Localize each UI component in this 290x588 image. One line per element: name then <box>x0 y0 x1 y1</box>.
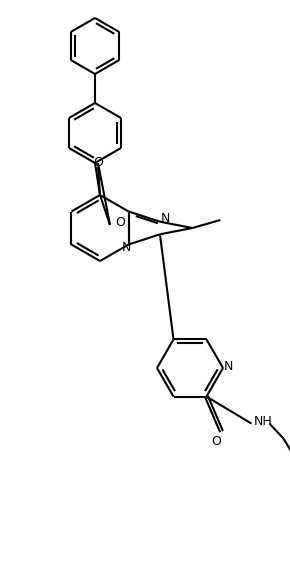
Text: NH: NH <box>254 415 273 428</box>
Text: N: N <box>223 359 233 373</box>
Text: O: O <box>93 156 103 169</box>
Text: N: N <box>122 241 131 254</box>
Text: O: O <box>115 216 125 229</box>
Text: O: O <box>212 435 222 448</box>
Text: N: N <box>160 212 170 225</box>
